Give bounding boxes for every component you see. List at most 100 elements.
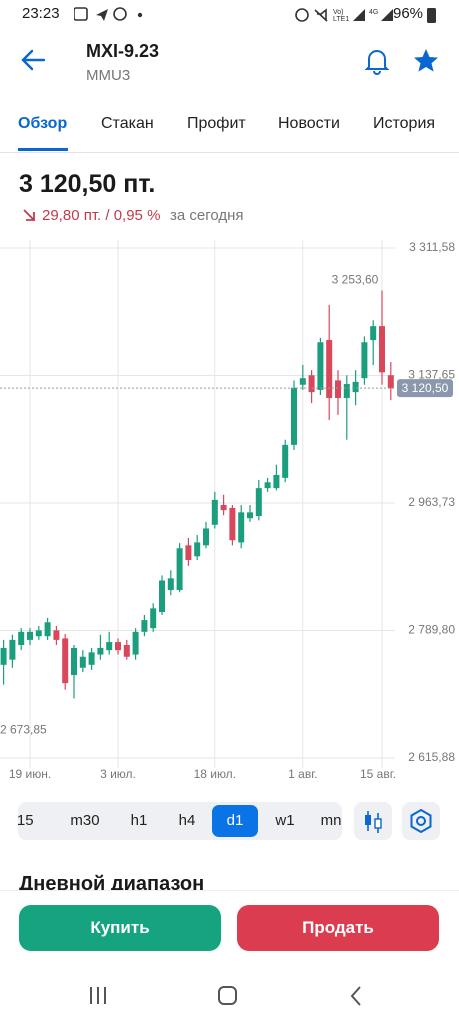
navigation-bar — [90, 986, 361, 1006]
instrument-code: MMU3 — [86, 67, 131, 84]
down-arrow — [23, 209, 35, 221]
timeframe-button[interactable]: h1 — [130, 812, 148, 829]
candle-body — [53, 630, 60, 640]
instrument-title: MXI-9.23 — [86, 41, 160, 61]
system-icons: Vo)LTE1 4G — [295, 8, 393, 23]
candle-body — [273, 474, 280, 489]
candle-body — [308, 375, 315, 393]
candle-body — [115, 642, 121, 651]
candle-body — [361, 342, 368, 379]
battery-level: 96% — [393, 5, 424, 22]
candle-body — [299, 378, 306, 385]
timeframe-button[interactable]: m15 — [18, 812, 34, 829]
x-tick-label: 19 июн. — [9, 767, 51, 781]
candle-body — [159, 580, 165, 613]
candlestick-chart: 3 311,58 3 137,65 2 963,73 2 789,80 2 615,88… — [0, 240, 455, 781]
sell-button[interactable]: Продать — [237, 905, 439, 951]
chart-type-button[interactable] — [354, 802, 392, 840]
candle-body — [141, 620, 148, 632]
candle-body — [27, 631, 33, 640]
svg-text:Vo): Vo) — [333, 9, 344, 16]
candle-body — [0, 647, 7, 665]
candle-body — [238, 512, 245, 543]
candle-body — [97, 647, 104, 655]
timeframe-button[interactable]: h4 — [178, 812, 196, 829]
y-tick-label: 2 789,80 — [408, 623, 455, 637]
tab[interactable]: Профит — [187, 115, 246, 132]
home-button[interactable] — [218, 986, 237, 1005]
candle-body — [203, 528, 209, 546]
back-button[interactable] — [20, 48, 46, 72]
candle-body — [176, 548, 183, 591]
candle-body — [379, 326, 385, 373]
recents-button[interactable] — [90, 987, 106, 1004]
y-tick-label: 2 615,88 — [408, 750, 455, 764]
x-tick-label: 15 авг. — [360, 767, 396, 781]
x-tick-label: 1 авг. — [288, 767, 317, 781]
clock: 23:23 — [22, 5, 60, 22]
candle-body — [185, 545, 192, 560]
candle-body — [88, 652, 95, 665]
price: 3 120,50 пт. — [19, 170, 156, 198]
candle-body — [291, 387, 297, 445]
extreme-label: 3 253,60 — [332, 273, 379, 287]
status-bar: 23:23 Vo) LTE1 4G 96% — [0, 0, 459, 30]
candle-body — [79, 656, 86, 668]
candle-body — [9, 639, 16, 660]
timeframe-button[interactable]: w1 — [275, 812, 295, 829]
candle-body — [35, 630, 42, 637]
alert-button[interactable] — [364, 47, 390, 75]
candle-body — [317, 342, 324, 390]
candle-body — [343, 384, 350, 398]
tab[interactable]: Обзор — [18, 115, 68, 132]
candle-body — [335, 380, 341, 398]
tab[interactable]: Стакан — [101, 115, 154, 132]
x-tick-label: 3 июл. — [100, 767, 136, 781]
svg-text:4G: 4G — [369, 9, 378, 16]
candle-body — [220, 505, 227, 511]
y-tick-label: 2 963,73 — [408, 495, 455, 509]
candle-body — [247, 512, 253, 519]
change-period: за сегодня — [170, 207, 244, 224]
candle-body — [123, 645, 130, 657]
candle-body — [352, 381, 359, 393]
y-tick-label: 3 137,65 — [408, 368, 455, 382]
x-tick-label: 18 июл. — [194, 767, 236, 781]
candle-body — [282, 444, 289, 478]
candle-body — [106, 642, 113, 651]
tab[interactable]: Новости — [278, 115, 340, 132]
candle-body — [18, 631, 25, 646]
battery-icon — [427, 8, 436, 23]
timeframe-button[interactable]: d1 — [212, 805, 258, 837]
candle-body — [370, 326, 377, 341]
candle-body — [229, 507, 236, 541]
price-change: 29,80 пт. / 0,95 % — [42, 207, 161, 224]
buy-button[interactable]: Купить — [19, 905, 221, 951]
candle-body — [211, 499, 218, 525]
back-nav-button[interactable] — [350, 986, 361, 1006]
candle-body — [194, 542, 201, 557]
timeframe-button[interactable]: mn — [320, 812, 342, 829]
last-price-badge — [397, 379, 453, 398]
candle-body — [387, 375, 394, 389]
last-price-label: 3 120,50 — [402, 381, 449, 395]
extreme-label: 2 673,85 — [0, 723, 47, 737]
candle-body — [71, 647, 77, 676]
candle-body — [150, 608, 157, 629]
candle-body — [44, 622, 51, 637]
svg-text:LTE1: LTE1 — [333, 16, 349, 23]
candle-body — [167, 578, 174, 591]
notification-icons — [74, 7, 143, 21]
candle-body — [326, 340, 333, 398]
timeframe-bar: m15 m30 h1 h4 d1 w1 mn — [18, 802, 342, 840]
tab[interactable]: История — [373, 115, 436, 132]
timeframe-button[interactable]: m30 — [70, 812, 100, 829]
y-tick-label: 3 311,58 — [409, 240, 455, 254]
favorite-button[interactable] — [412, 47, 440, 75]
candle-body — [62, 638, 69, 684]
indicators-button[interactable] — [402, 802, 440, 840]
tab-indicator — [18, 148, 68, 151]
candle-body — [132, 631, 139, 655]
section-title: Дневной диапазон — [19, 873, 205, 895]
